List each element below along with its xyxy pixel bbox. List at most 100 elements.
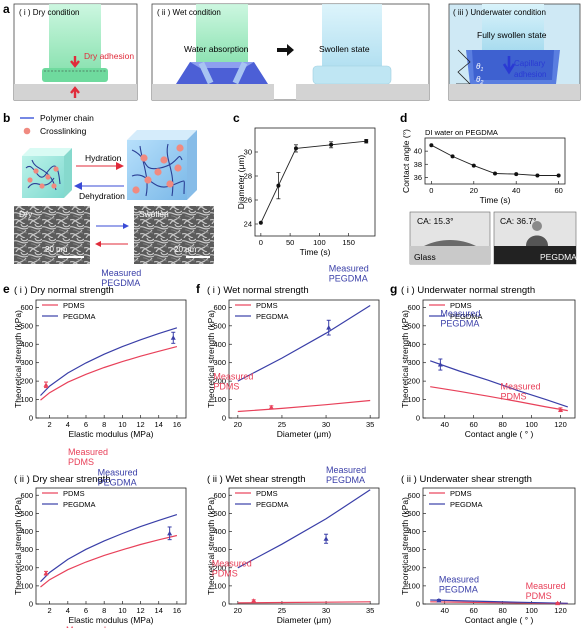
legend-label-pegdma: PEGDMA: [63, 500, 96, 509]
wet-condition-title: ( ii ) Wet condition: [157, 8, 221, 17]
y-tick-label: 400: [407, 340, 420, 349]
y-tick-label: 300: [20, 358, 33, 367]
x-tick-label: 150: [342, 238, 355, 247]
ca-glass-label: CA: 15.3°: [417, 216, 453, 226]
series-line-pegdma: [430, 360, 568, 408]
panel-a-wet: ( ii ) Wet condition Water absorption Sw…: [151, 3, 430, 101]
y-tick-label: 100: [213, 395, 226, 404]
data-point: [364, 139, 369, 144]
measured-material-label: PEGDMA: [98, 477, 137, 487]
svg-text:θ2: θ2: [476, 75, 483, 86]
measured-label: Measured: [501, 382, 541, 392]
y-tick-label: 400: [407, 527, 420, 536]
y-tick-label: 100: [407, 395, 420, 404]
panel-label-f: f: [196, 282, 201, 296]
measured-label: Measured: [68, 447, 108, 457]
chart-f-i: 20 25 30 35 0 100 200 300 400 500 600 Diameter (μm)…: [206, 264, 380, 439]
x-tick-label: 35: [366, 606, 374, 615]
contact-angle-photos: CA: 15.3° Glass CA: 36.7° PEGDMA: [409, 211, 577, 265]
y-tick-label: 200: [407, 563, 420, 572]
y-tick-label: 100: [213, 581, 226, 590]
measured-material-label: PDMS: [213, 381, 239, 391]
measured-point-pegdma: [167, 530, 173, 536]
dehydration-label: Dehydration: [79, 191, 125, 201]
y-tick-label: 500: [407, 321, 420, 330]
measured-label: Measured: [326, 465, 366, 475]
plot-frame: [422, 299, 576, 419]
x-tick-label: 16: [173, 420, 181, 429]
x-tick-label: 100: [313, 238, 326, 247]
capillary-label-2: adhesion: [514, 70, 546, 79]
panel-a-dry: ( i ) Dry condition Dry adhesion: [13, 3, 138, 101]
measured-point-pdms: [251, 598, 257, 603]
legend-label-pegdma: PEGDMA: [450, 500, 483, 509]
measured-label: Measured: [101, 268, 141, 278]
measured-point-pdms: [43, 570, 49, 576]
di-water-note: DI water on PEGDMA: [425, 128, 498, 137]
measured-label: Measured: [212, 559, 252, 569]
panel-label-c: c: [233, 111, 240, 125]
y-axis-label: Theoretical strength (kPa): [400, 497, 410, 595]
x-tick-label: 120: [554, 606, 567, 615]
y-tick-label: 200: [20, 377, 33, 386]
hydration-label: Hydration: [85, 153, 122, 163]
y-axis-label: Contact angle (°): [401, 129, 411, 193]
underwater-condition-title: ( iii ) Underwater condition: [453, 8, 546, 17]
measured-material-label: PEGDMA: [329, 274, 368, 284]
x-tick-label: 30: [322, 606, 330, 615]
x-tick-label: 100: [525, 606, 538, 615]
chart-g-i: 40 60 80 100 120 0 100 200 300 400 500 600 Contact a…: [400, 299, 576, 439]
title-f-i: ( i ) Wet normal strength: [207, 285, 309, 296]
measured-label: Measured: [329, 264, 369, 274]
measured-point-pdms: [268, 404, 274, 410]
plot-frame: [35, 299, 187, 419]
measured-label: Measured: [440, 309, 480, 319]
y-tick-label: 38: [414, 160, 422, 169]
sem-dry-label: Dry: [19, 209, 33, 219]
title-g-i: ( i ) Underwater normal strength: [401, 285, 535, 296]
x-axis-label: Time (s): [480, 195, 511, 205]
glass-label: Glass: [414, 252, 436, 262]
y-tick-label: 100: [407, 581, 420, 590]
theta2-sub: 2: [479, 80, 483, 86]
measured-point-pdms: [558, 407, 564, 412]
measured-point-pegdma: [436, 597, 442, 603]
measured-material-label: PDMS: [501, 392, 527, 402]
measured-label: Measured: [439, 574, 479, 584]
data-point: [450, 154, 455, 159]
theta2-symbol: θ: [476, 75, 481, 84]
series-line-pegdma: [237, 304, 371, 382]
x-tick-label: 8: [102, 420, 106, 429]
data-point: [329, 142, 334, 147]
x-tick-label: 40: [441, 606, 449, 615]
chart-g-ii: 40 60 80 100 120 0 100 200 300 400 500 600 Contact a…: [400, 487, 576, 625]
data-point: [535, 173, 540, 178]
title-e-ii: ( ii ) Dry shear strength: [14, 474, 111, 485]
plot-frame: [254, 127, 376, 237]
data-line: [260, 140, 367, 223]
x-axis-label: Diameter (μm): [277, 615, 332, 625]
series-line-pdms: [430, 386, 568, 412]
measured-point-pdms: [555, 600, 561, 606]
measured-material-label: PEGDMA: [440, 319, 479, 329]
x-axis-label: Contact angle ( ° ): [465, 615, 534, 625]
measured-label: Measured: [98, 467, 138, 477]
x-tick-label: 20: [234, 606, 242, 615]
x-tick-label: 12: [136, 420, 144, 429]
y-tick-label: 600: [213, 491, 226, 500]
crosslinking-label: Crosslinking: [40, 126, 87, 136]
data-line: [431, 144, 559, 176]
series-line-pegdma: [430, 599, 568, 604]
data-point: [556, 173, 561, 178]
x-tick-label: 8: [102, 606, 106, 615]
plot-frame: [228, 487, 380, 605]
y-tick-label: 400: [20, 340, 33, 349]
y-tick-label: 300: [20, 545, 33, 554]
x-tick-label: 20: [234, 420, 242, 429]
swollen-state-label: Swollen state: [319, 44, 370, 54]
sem-image-dry: [14, 206, 90, 264]
plot-frame: [424, 137, 566, 185]
legend-label-pdms: PDMS: [450, 489, 472, 498]
y-tick-label: 28: [244, 172, 252, 181]
